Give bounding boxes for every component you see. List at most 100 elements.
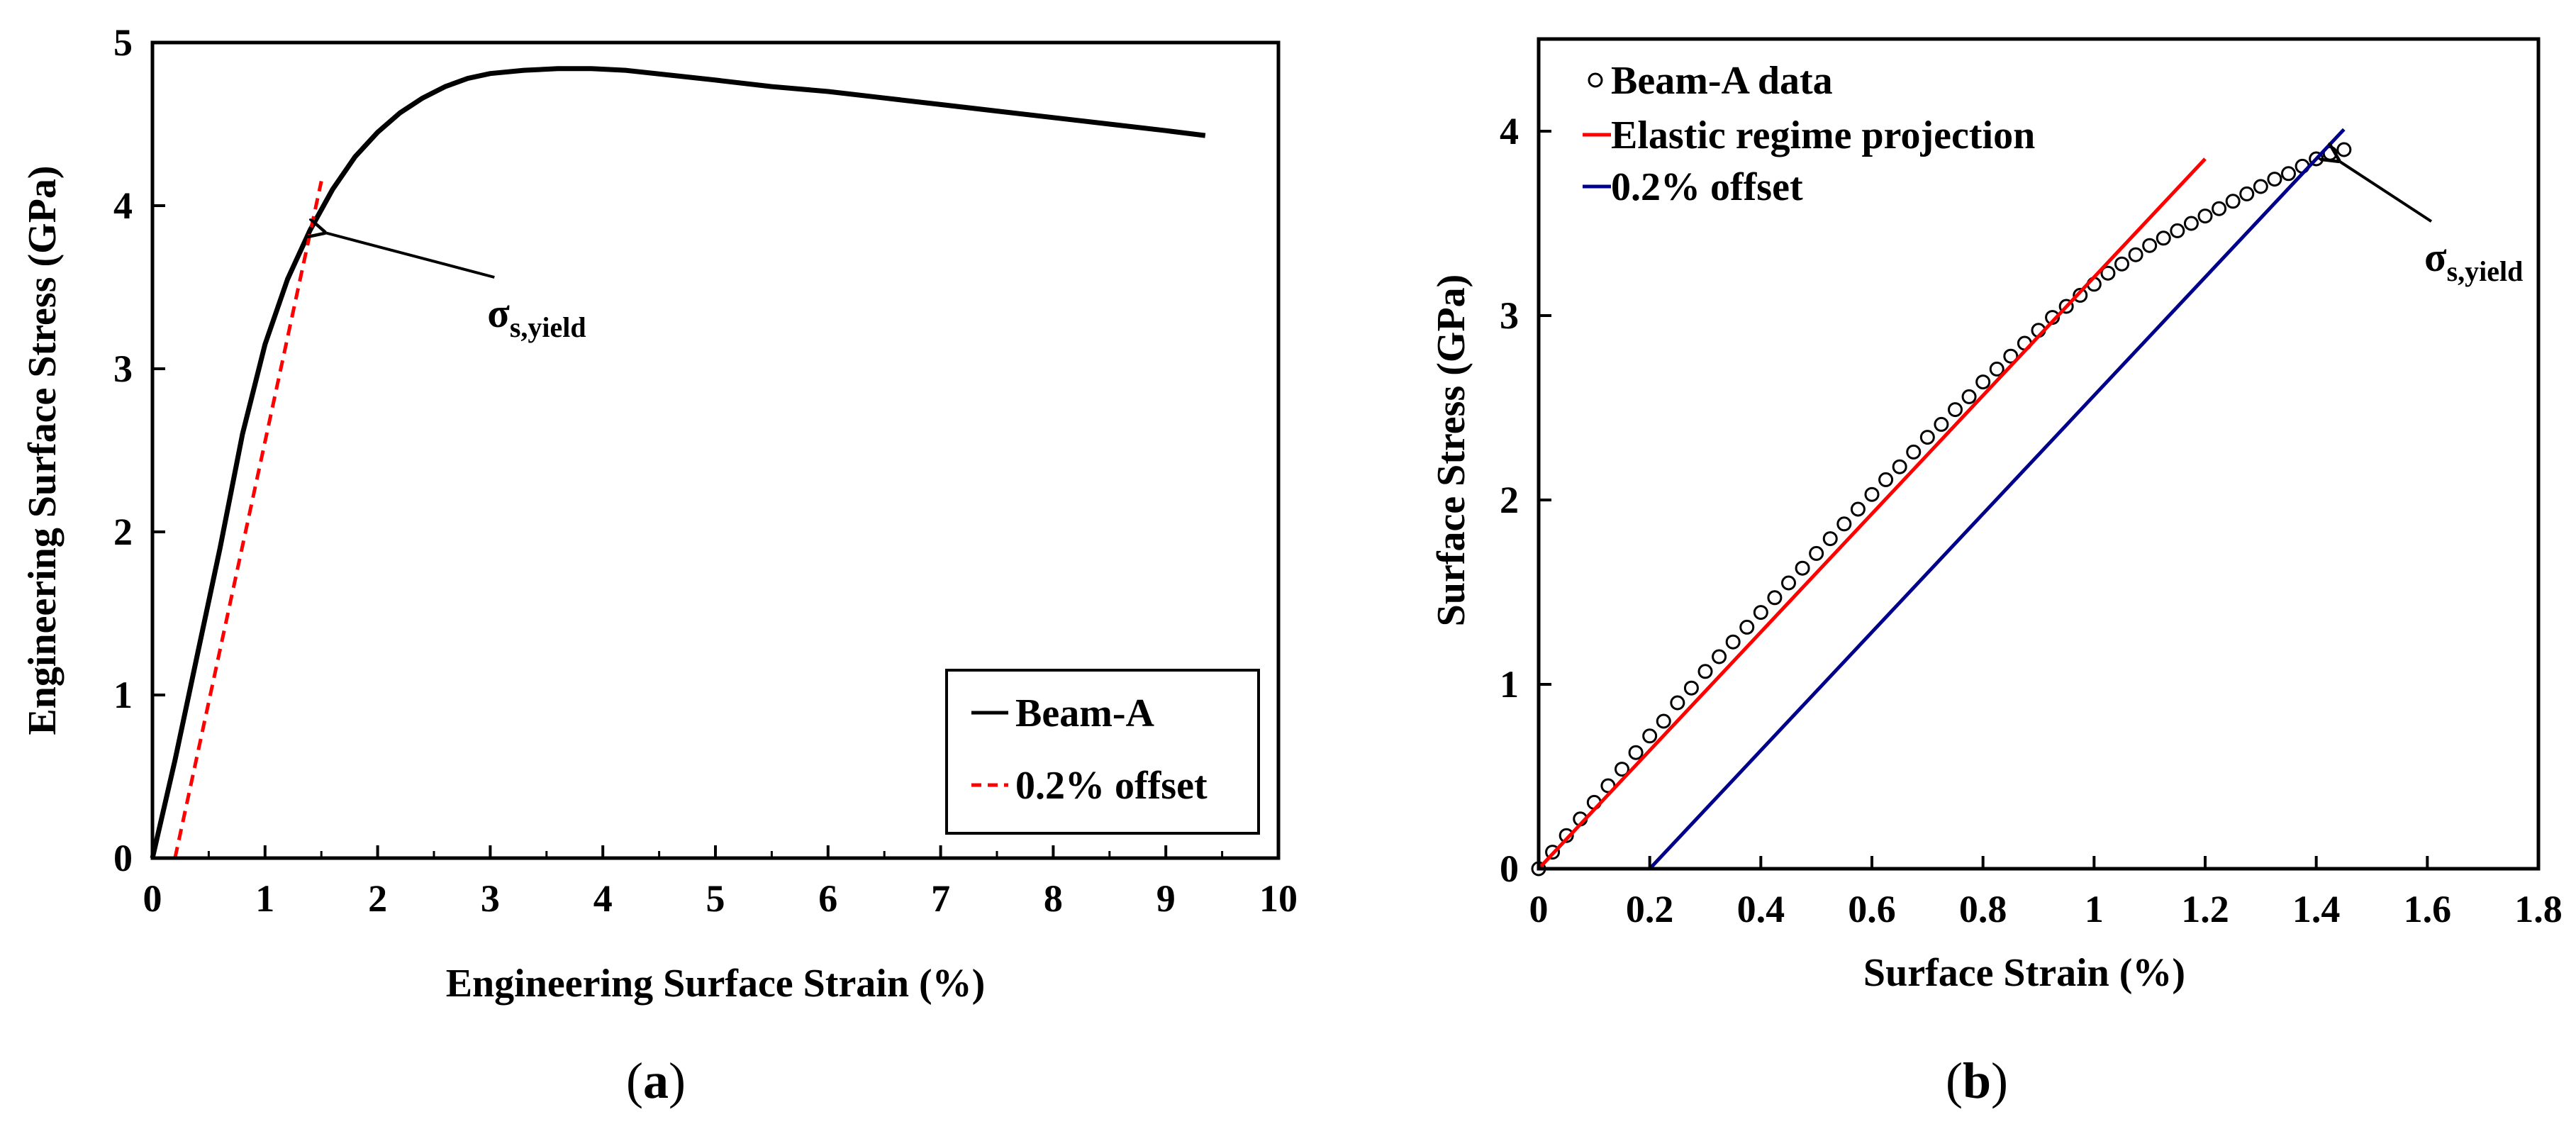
panel-a-caption: (a) bbox=[626, 1052, 686, 1109]
panel-b-data-point bbox=[2003, 348, 2019, 364]
panel-b-data-point bbox=[1961, 389, 1977, 404]
panel-a: 0 1 2 3 4 5 6 7 8 9 10 0 1 2 3 4 5 Engineering Surface S… bbox=[21, 21, 1298, 1109]
panel-b-caption-letter: b bbox=[1963, 1052, 1991, 1109]
panel-b-data-point bbox=[1753, 605, 1768, 621]
panel-a-legend-box bbox=[945, 669, 1260, 835]
panel-b-data-point bbox=[1656, 713, 1671, 729]
panel-b-y-tick-label: 3 bbox=[1500, 294, 1519, 337]
panel-b-y-tick-label: 4 bbox=[1500, 110, 1519, 152]
panel-b-data-point bbox=[1836, 516, 1852, 532]
panel-b-y-tick-label: 2 bbox=[1500, 479, 1519, 521]
panel-a-yield-label-sigma: σ bbox=[487, 290, 510, 336]
panel-b-data-point bbox=[2267, 172, 2282, 187]
panel-b-data-point bbox=[2197, 208, 2213, 224]
panel-b-plot-frame bbox=[1537, 37, 2541, 871]
panel-b-data-point bbox=[2225, 194, 2241, 209]
panel-b-legend-label-data: Beam-A data bbox=[1611, 59, 1833, 103]
panel-b-data-point bbox=[2239, 186, 2255, 201]
panel-b-yield-label-subscript: s,yield bbox=[2447, 255, 2524, 287]
panel-a-x-tick-label: 10 bbox=[1259, 877, 1298, 920]
panel-b-data-point bbox=[2073, 287, 2088, 303]
panel-b-x-tick-label: 1.2 bbox=[2181, 888, 2229, 930]
panel-a-yield-arrow bbox=[326, 233, 495, 279]
panel-b-data-point bbox=[1906, 444, 1922, 460]
panel-b-data-point bbox=[1878, 472, 1894, 487]
panel-a-y-tick-label: 1 bbox=[113, 674, 133, 716]
panel-b-data-point bbox=[1892, 459, 1907, 474]
panel-b-data-point bbox=[1642, 728, 1658, 744]
panel-a-x-tick-label: 2 bbox=[368, 877, 387, 920]
panel-b-data-point bbox=[1975, 374, 1991, 390]
panel-b-data-point bbox=[1934, 416, 1949, 432]
panel-b-data-point bbox=[1989, 361, 2005, 377]
panel-b-x-tick-label: 1 bbox=[2085, 888, 2104, 930]
panel-a-y-tick-label: 4 bbox=[113, 184, 133, 227]
panel-b-x-tick-label: 1.4 bbox=[2292, 888, 2341, 930]
panel-b-data-point bbox=[1948, 402, 1963, 418]
panel-b-y-tick-label: 0 bbox=[1500, 847, 1519, 890]
panel-a-y-tick-label: 2 bbox=[113, 511, 133, 553]
panel-b-data-point bbox=[1683, 680, 1699, 696]
panel-b-data-point bbox=[2336, 142, 2352, 157]
panel-b-data-point bbox=[1809, 545, 1824, 561]
panel-b-data-point bbox=[2183, 216, 2199, 231]
panel-a-yield-label-subscript: s,yield bbox=[510, 311, 586, 343]
panel-b-data-point bbox=[2253, 179, 2268, 194]
panel-b-x-tick-label: 0.2 bbox=[1626, 888, 1674, 930]
panel-b-legend-label-offset: 0.2% offset bbox=[1611, 165, 1803, 209]
panel-b-y-tick-label: 1 bbox=[1500, 663, 1519, 706]
panel-b-yield-label-sigma: σ bbox=[2424, 234, 2447, 280]
panel-b-data-point bbox=[1919, 430, 1935, 445]
panel-a-legend: Beam-A 0.2% offset bbox=[945, 669, 1260, 835]
panel-a-x-tick-label: 0 bbox=[143, 877, 162, 920]
panel-b-data-point bbox=[1725, 634, 1741, 650]
panel-a-caption-letter: a bbox=[643, 1052, 669, 1109]
panel-b-data-point bbox=[1864, 486, 1880, 502]
panel-b-series bbox=[1531, 128, 2352, 877]
panel-b-data-point bbox=[2114, 256, 2129, 272]
panel-b-x-tick-label: 1.8 bbox=[2514, 888, 2563, 930]
panel-b-data-point bbox=[1822, 531, 1838, 547]
panel-b-x-tick-label: 0.8 bbox=[1959, 888, 2007, 930]
panel-a-x-tick-label: 6 bbox=[818, 877, 837, 920]
panel-a-ticks: 0 1 2 3 4 5 6 7 8 9 10 0 1 2 3 4 5 bbox=[113, 21, 1298, 920]
panel-b-data-point bbox=[1615, 762, 1629, 777]
panel-a-legend-label-offset: 0.2% offset bbox=[1015, 764, 1208, 808]
panel-b-data-point bbox=[2156, 230, 2171, 246]
panel-a-x-tick-label: 4 bbox=[593, 877, 613, 920]
panel-b-data-point bbox=[1697, 664, 1713, 679]
panel-b-data-point bbox=[2100, 265, 2116, 281]
panel-b-data-point bbox=[1850, 501, 1866, 517]
panel-b-data-point bbox=[1559, 828, 1574, 843]
panel-a-x-tick-label: 1 bbox=[255, 877, 274, 920]
panel-b-caption: (b) bbox=[1946, 1052, 2008, 1109]
panel-b-data-point bbox=[1739, 619, 1755, 635]
panel-a-yield-label: σs,yield bbox=[487, 290, 586, 343]
panel-b-legend-label-elastic: Elastic regime projection bbox=[1611, 113, 2035, 157]
panel-b-x-tick-label: 0.6 bbox=[1848, 888, 1896, 930]
panel-a-series-0-2-offset bbox=[173, 180, 323, 859]
panel-b-x-tick-label: 1.6 bbox=[2404, 888, 2452, 930]
panel-b-yield-label: σs,yield bbox=[2424, 234, 2523, 287]
panel-a-x-tick-label: 3 bbox=[481, 877, 500, 920]
panel-a-series bbox=[150, 66, 1206, 859]
panel-a-legend-label-beam-a: Beam-A bbox=[1015, 691, 1155, 735]
panel-b-data-point bbox=[2281, 166, 2296, 182]
panel-a-x-tick-label: 5 bbox=[706, 877, 725, 920]
panel-b-ticks: 0 0.2 0.4 0.6 0.8 1 1.2 1.4 1.6 1.8 0 1 2 3 4 bbox=[1500, 110, 2563, 930]
panel-b-series-0-2-offset bbox=[1648, 128, 2346, 870]
panel-b-legend-swatch-data bbox=[1588, 72, 1603, 88]
panel-a-y-tick-label: 0 bbox=[113, 837, 133, 879]
panel-a-x-axis-title: Engineering Surface Strain (%) bbox=[446, 962, 986, 1006]
panel-b: 0 0.2 0.4 0.6 0.8 1 1.2 1.4 1.6 1.8 0 1 2 3 4 Surface … bbox=[1429, 37, 2563, 1109]
panel-a-x-tick-label: 9 bbox=[1156, 877, 1176, 920]
panel-b-data-point bbox=[2170, 223, 2185, 238]
panel-b-data-point bbox=[1670, 695, 1685, 711]
panel-b-data-point bbox=[2128, 247, 2143, 262]
panel-b-data-point bbox=[1712, 649, 1727, 664]
panel-b-x-tick-label: 0.4 bbox=[1737, 888, 1785, 930]
panel-b-data-point bbox=[1628, 745, 1644, 760]
panel-b-x-tick-label: 0 bbox=[1529, 888, 1549, 930]
panel-b-data-point bbox=[2142, 238, 2158, 253]
